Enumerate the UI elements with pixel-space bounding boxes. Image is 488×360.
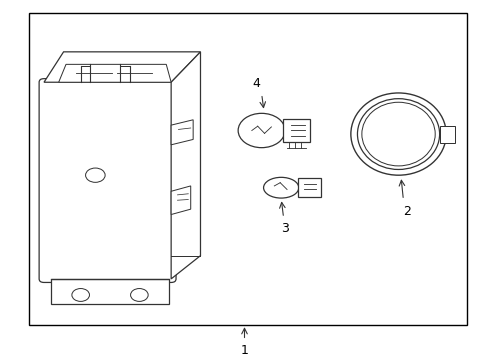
Bar <box>29 13 466 325</box>
Ellipse shape <box>350 93 445 175</box>
Text: 1: 1 <box>240 344 248 357</box>
Ellipse shape <box>263 177 298 198</box>
FancyBboxPatch shape <box>39 78 176 283</box>
Polygon shape <box>171 120 193 145</box>
Polygon shape <box>171 52 200 279</box>
Polygon shape <box>282 119 309 142</box>
Ellipse shape <box>357 99 439 170</box>
Polygon shape <box>51 279 168 304</box>
Circle shape <box>85 168 105 183</box>
Circle shape <box>130 288 148 301</box>
Polygon shape <box>297 179 321 197</box>
Circle shape <box>238 113 285 148</box>
Text: 4: 4 <box>252 77 260 90</box>
Ellipse shape <box>361 102 434 166</box>
Polygon shape <box>59 64 171 82</box>
Circle shape <box>72 288 89 301</box>
Polygon shape <box>171 186 190 215</box>
Polygon shape <box>44 52 200 82</box>
Text: 2: 2 <box>403 205 410 218</box>
Text: 3: 3 <box>281 222 288 235</box>
Polygon shape <box>439 126 454 143</box>
